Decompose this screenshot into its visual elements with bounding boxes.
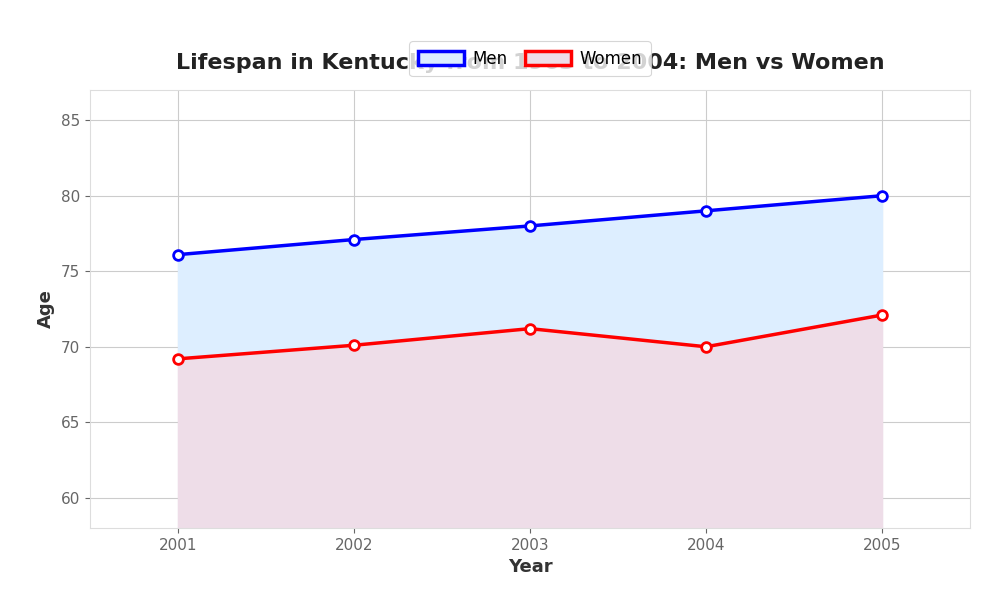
Title: Lifespan in Kentucky from 1963 to 2004: Men vs Women: Lifespan in Kentucky from 1963 to 2004: … [176,53,884,73]
Y-axis label: Age: Age [37,290,55,328]
Legend: Men, Women: Men, Women [409,41,651,76]
X-axis label: Year: Year [508,558,552,576]
